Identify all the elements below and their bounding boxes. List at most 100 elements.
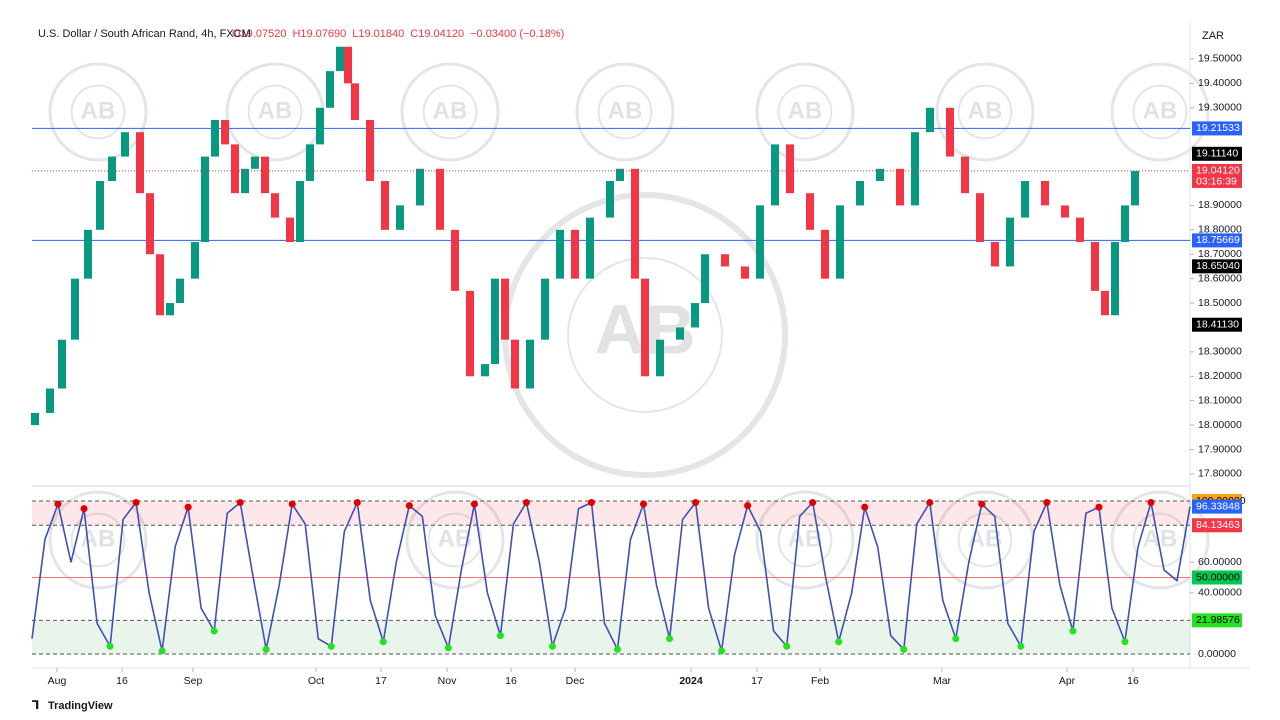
oversold-dot: [835, 638, 843, 646]
candle-body: [221, 119, 229, 145]
candle-body: [501, 278, 509, 340]
x-tick-label: Nov: [438, 675, 457, 687]
overbought-dot: [54, 500, 62, 508]
candle-body: [1131, 170, 1139, 206]
candle-body: [1111, 242, 1119, 316]
candle-body: [946, 107, 954, 157]
x-tick-label: 16: [1127, 675, 1139, 687]
candle-body: [1076, 217, 1084, 243]
candle-body: [416, 168, 424, 206]
watermark-ring: [575, 62, 675, 162]
overbought-dot: [744, 502, 752, 510]
watermark-ring: [405, 490, 505, 590]
watermark-ring: [427, 512, 483, 568]
candle-body: [771, 144, 779, 206]
watermark: AB: [1143, 97, 1178, 124]
price-label: 18.75669: [1196, 234, 1240, 246]
price-label: 19.11140: [1196, 148, 1238, 160]
watermark-ring: [755, 490, 855, 590]
candle-body: [701, 254, 709, 304]
candle-body: [571, 229, 579, 279]
y-tick-label: 19.40000: [1198, 77, 1242, 89]
y-tick-label: 18.90000: [1198, 199, 1242, 211]
candle-body: [108, 156, 116, 181]
candle-body: [1091, 242, 1099, 291]
candle-body: [58, 339, 66, 389]
overbought-dot: [353, 499, 361, 507]
candle-body: [366, 119, 374, 181]
ohlc-value: H19.07690: [292, 28, 346, 40]
candle-body: [336, 46, 344, 72]
y-tick-label: 18.30000: [1198, 346, 1242, 358]
watermark-ring: [70, 512, 126, 568]
y-tick-label: 18.70000: [1198, 248, 1242, 260]
ohlc-value: L19.01840: [352, 28, 404, 40]
oversold-dot: [900, 645, 908, 653]
watermark-ring: [247, 84, 303, 140]
watermark-ring: [1110, 490, 1210, 590]
overbought-dot: [1147, 499, 1155, 507]
candle-body: [756, 205, 764, 279]
price-label-box: [1192, 163, 1242, 188]
candle-body: [351, 83, 359, 120]
oversold-dot: [210, 627, 218, 635]
candle-body: [911, 132, 919, 206]
overbought-band: [32, 501, 1190, 526]
candle-body: [1041, 180, 1049, 206]
watermark-ring: [597, 84, 653, 140]
overbought-dot: [926, 499, 934, 507]
watermark: AB: [788, 525, 823, 552]
x-tick-label: Oct: [308, 675, 324, 687]
oversold-dot: [718, 647, 726, 655]
x-tick-label: 17: [751, 675, 763, 687]
ohlc-value: O19.07520: [232, 28, 286, 40]
overbought-dot: [692, 499, 700, 507]
brand: TradingView: [48, 700, 113, 712]
watermark-ring: [567, 257, 723, 413]
oversold-dot: [444, 644, 452, 652]
candle-body: [556, 229, 564, 279]
candle-body: [616, 168, 624, 181]
oscillator-line: [31, 499, 1191, 653]
watermark: AB: [433, 97, 468, 124]
candle-body: [156, 254, 164, 316]
x-tick-label: 16: [505, 675, 517, 687]
candle-body: [821, 229, 829, 279]
y-tick-label: 17.90000: [1198, 443, 1242, 455]
candle-body: [1121, 205, 1129, 243]
candle-body: [961, 156, 969, 194]
candle-body: [656, 339, 664, 377]
oversold-dot: [379, 638, 387, 646]
watermark-ring: [70, 84, 126, 140]
candle-body: [31, 412, 39, 426]
candle-body: [316, 107, 324, 145]
y-tick-label: 0.00000: [1198, 648, 1236, 660]
oscillator-label: 96.33848: [1196, 500, 1240, 512]
price-label: 19.21533: [1196, 122, 1240, 134]
overbought-dot: [522, 499, 530, 507]
candle-body: [541, 278, 549, 340]
candle-body: [241, 168, 249, 194]
y-tick-label: 18.00000: [1198, 419, 1242, 431]
overbought-dot: [809, 499, 817, 507]
overbought-dot: [1095, 503, 1103, 511]
countdown: 03:16:39: [1196, 176, 1237, 188]
y-tick-label: 18.50000: [1198, 297, 1242, 309]
watermark: AB: [968, 97, 1003, 124]
watermark-ring: [48, 490, 148, 590]
x-tick-label: Feb: [811, 675, 829, 687]
candle-body: [71, 278, 79, 340]
candle-body: [286, 217, 294, 243]
x-tick-label: Sep: [184, 675, 203, 687]
watermark: AB: [788, 97, 823, 124]
candle-body: [926, 107, 934, 133]
price-label: 18.65040: [1196, 260, 1240, 272]
oscillator-label: 84.13463: [1196, 519, 1240, 531]
candle-body: [466, 290, 474, 377]
brand-logo: ⅂: [32, 698, 39, 712]
oversold-dot: [262, 645, 270, 653]
candle-body: [146, 193, 154, 255]
oscillator-label: 21.98576: [1196, 614, 1240, 626]
watermark: AB: [81, 97, 116, 124]
